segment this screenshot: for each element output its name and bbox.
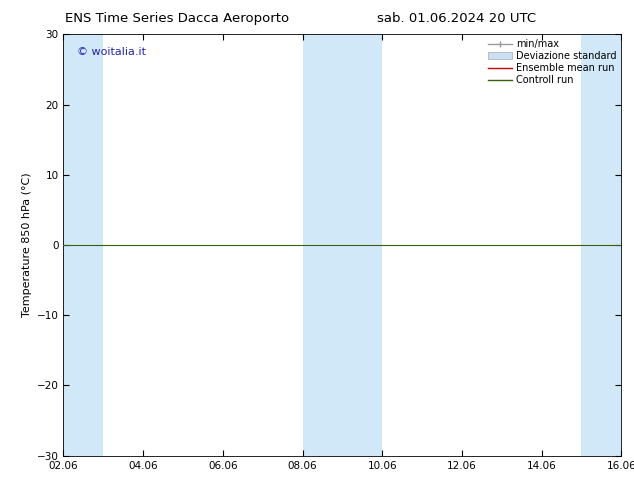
Bar [581, 34, 621, 456]
Text: sab. 01.06.2024 20 UTC: sab. 01.06.2024 20 UTC [377, 12, 536, 25]
Text: ENS Time Series Dacca Aeroporto: ENS Time Series Dacca Aeroporto [65, 12, 290, 25]
Y-axis label: Temperature 850 hPa (°C): Temperature 850 hPa (°C) [22, 172, 32, 318]
Bar [302, 34, 382, 456]
Text: © woitalia.it: © woitalia.it [77, 47, 146, 57]
Bar [63, 34, 103, 456]
Legend: min/max, Deviazione standard, Ensemble mean run, Controll run: min/max, Deviazione standard, Ensemble m… [486, 37, 618, 87]
